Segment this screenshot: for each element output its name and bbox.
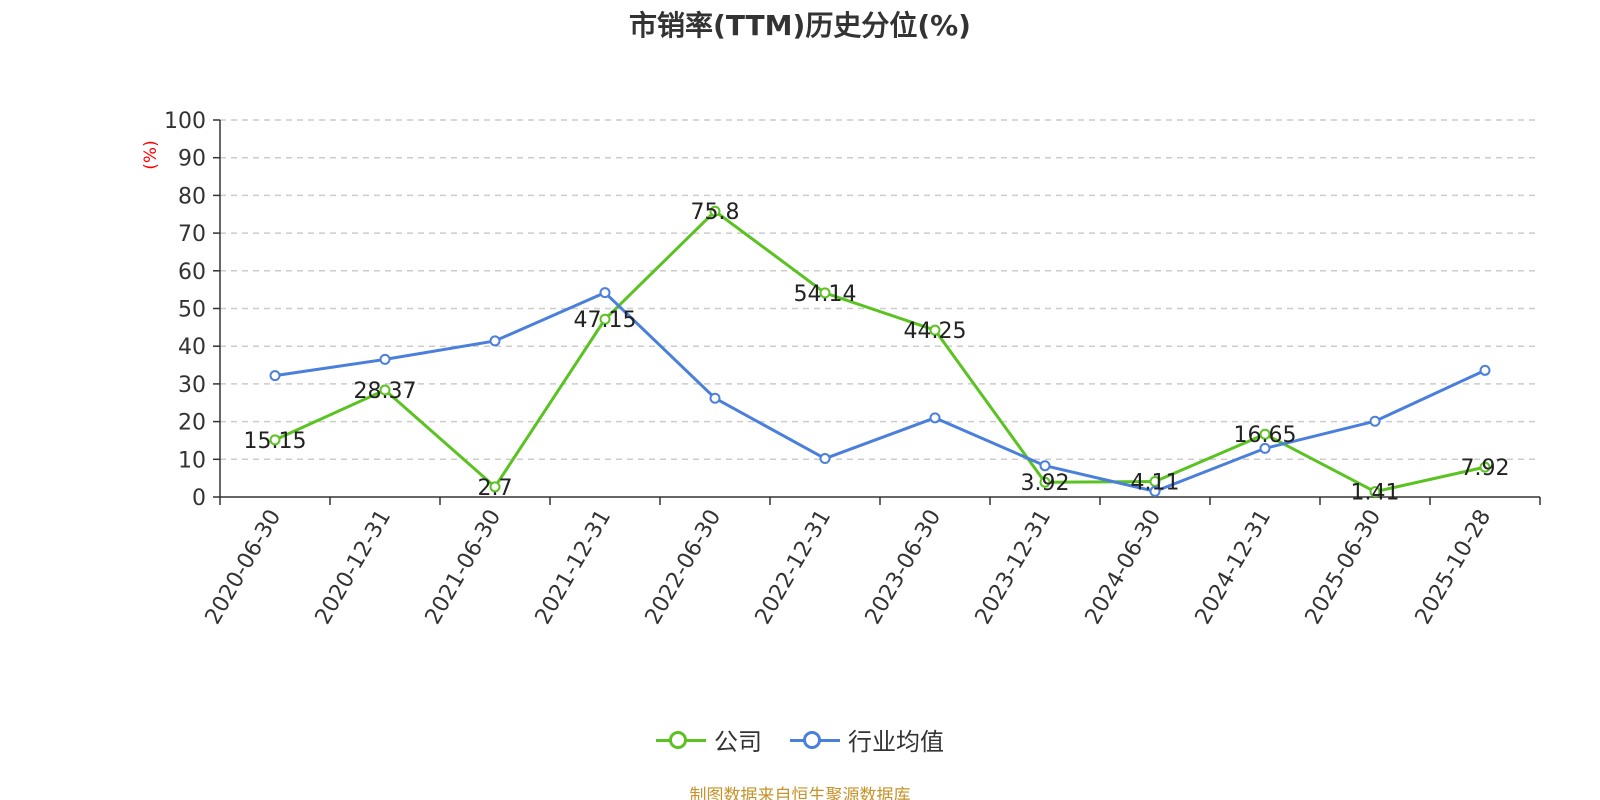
y-tick-label: 30 — [178, 373, 206, 398]
data-point-industry — [929, 412, 941, 424]
data-point-industry — [709, 392, 721, 404]
data-point-industry — [1479, 364, 1491, 376]
data-point-industry — [269, 370, 281, 382]
chart-title: 市销率(TTM)历史分位(%) — [629, 9, 971, 42]
y-tick-label: 0 — [192, 486, 206, 511]
data-point-company — [599, 313, 611, 325]
legend: 公司 行业均值 — [0, 722, 1600, 757]
source-note: 制图数据来自恒生聚源数据库 — [689, 786, 911, 800]
x-tick-label: 2022-12-31 — [751, 506, 837, 629]
x-tick-label: 2021-06-30 — [421, 506, 507, 629]
data-label-company: 28.37 — [354, 379, 417, 404]
data-point-company — [819, 287, 831, 299]
data-label-company: 4.11 — [1131, 471, 1180, 496]
legend-item-company[interactable]: 公司 — [656, 722, 762, 757]
data-point-industry — [1259, 442, 1271, 454]
data-point-industry — [379, 353, 391, 365]
data-point-company — [1369, 486, 1381, 498]
y-tick-label: 80 — [178, 184, 206, 209]
x-tick-label: 2024-06-30 — [1081, 506, 1167, 629]
x-tick-label: 2025-10-28 — [1411, 506, 1497, 629]
x-tick-label: 2020-06-30 — [201, 506, 287, 629]
data-point-industry — [1149, 485, 1161, 497]
data-label-company: 16.65 — [1234, 423, 1297, 448]
data-label-company: 1.41 — [1351, 481, 1400, 506]
data-point-industry — [819, 453, 831, 465]
y-tick-label: 10 — [178, 448, 206, 473]
data-label-company: 2.7 — [478, 476, 513, 501]
data-point-company — [379, 384, 391, 396]
series-line-company — [274, 209, 1486, 494]
x-tick-label: 2025-06-30 — [1301, 506, 1387, 629]
data-point-industry — [1039, 460, 1051, 472]
data-point-industry — [489, 335, 501, 347]
legend-label-industry: 行业均值 — [848, 728, 944, 756]
legend-item-industry[interactable]: 行业均值 — [790, 722, 944, 757]
y-tick-label: 50 — [178, 298, 206, 323]
x-tick-label: 2021-12-31 — [531, 506, 617, 629]
data-label-company: 47.15 — [574, 308, 637, 333]
x-tick-label: 2022-06-30 — [641, 506, 727, 629]
data-label-company: 44.25 — [904, 319, 967, 344]
y-tick-label: 100 — [164, 109, 206, 134]
series-line-industry — [274, 291, 1486, 493]
y-axis-label: (%) — [141, 140, 161, 169]
data-point-company — [1479, 461, 1491, 473]
y-tick-label: 90 — [178, 147, 206, 172]
data-label-company: 3.92 — [1021, 471, 1070, 496]
y-tick-label: 60 — [178, 260, 206, 285]
data-point-company — [269, 434, 281, 446]
y-tick-label: 70 — [178, 222, 206, 247]
data-label-company: 7.92 — [1461, 456, 1510, 481]
y-tick-label: 40 — [178, 335, 206, 360]
data-label-company: 15.15 — [244, 429, 307, 454]
x-tick-label: 2020-12-31 — [311, 506, 397, 629]
x-tick-label: 2023-06-30 — [861, 506, 947, 629]
data-label-company: 54.14 — [794, 282, 857, 307]
legend-label-company: 公司 — [714, 728, 762, 756]
y-tick-label: 20 — [178, 411, 206, 436]
legend-marker-company-icon — [656, 730, 706, 750]
x-tick-label: 2023-12-31 — [971, 506, 1057, 629]
data-label-company: 75.8 — [691, 200, 740, 225]
data-point-company — [1259, 428, 1271, 440]
x-tick-label: 2024-12-31 — [1191, 506, 1277, 629]
data-point-company — [929, 324, 941, 336]
data-point-company — [709, 205, 721, 217]
data-point-company — [1039, 476, 1051, 488]
data-point-industry — [599, 287, 611, 299]
legend-marker-industry-icon — [790, 730, 840, 750]
data-point-industry — [1369, 415, 1381, 427]
data-point-company — [489, 481, 501, 493]
